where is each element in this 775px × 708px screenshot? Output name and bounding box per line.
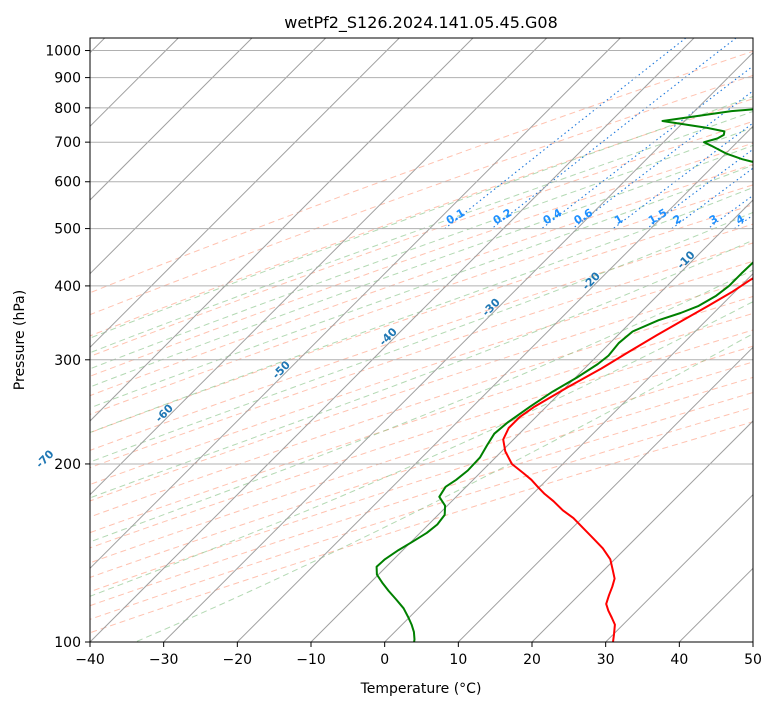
isotherm-line [384,272,753,642]
y-tick-label: 700 [54,135,81,151]
dry-adiabat [90,204,753,434]
inline-labels: 0.10.20.40.611.52346810131620253036-100-… [33,206,775,471]
isotherm-line [90,38,621,570]
mixing-ratio-label: 1 [612,212,625,227]
y-tick-label: 500 [54,222,81,238]
y-tick-label: 600 [54,175,81,191]
mixing-ratio-label: 0.1 [444,206,467,227]
moist-adiabat [90,164,753,409]
isotherm-line [457,346,753,642]
y-tick-label: 800 [54,101,81,117]
x-tick-label: −40 [75,652,105,668]
isotherm-label: -10 [674,248,697,271]
isotherm-line [605,493,753,642]
moist-adiabat [135,333,753,642]
temperature-profile [502,277,753,642]
moist-adiabat [90,95,753,339]
y-tick-label: 100 [54,635,81,651]
moist-adiabat [90,186,753,434]
dry-adiabat [90,98,753,337]
y-tick-label: 1000 [45,44,81,60]
isotherm-line [90,38,400,349]
mixing-ratio-line [491,38,737,230]
y-tick-label: 900 [54,71,81,87]
isotherm-label: -70 [33,447,56,470]
dry-adiabat [90,223,753,451]
x-tick-label: 0 [380,652,389,668]
mixing-ratio-line [646,148,753,230]
isotherm-line [531,420,753,642]
axes: −40 −30 −20 −10 0 10 20 30 40 50 1000 900 800 700 600 5… [45,44,762,668]
moist-adiabat [90,211,753,463]
isotherm-line [752,641,753,642]
sounding-profiles [375,108,753,642]
x-tick-label: 40 [670,652,688,668]
dry-adiabat [90,421,753,634]
mixing-ratio-label: 1.5 [646,206,669,227]
x-tick-label: 20 [523,652,541,668]
x-tick-label: 30 [597,652,615,668]
isotherm-line [90,38,327,275]
mixing-ratio-line [572,90,753,230]
dewpoint-profile [375,108,753,642]
background-lines [90,38,753,642]
plot-frame [89,37,754,643]
mixing-ratio-label: 0.6 [572,206,596,227]
isotherm-line [236,125,753,642]
isotherm-label: -30 [480,296,503,319]
y-axis-label: Pressure (hPa) [12,290,28,390]
x-axis-label: Temperature (°C) [360,681,482,697]
x-tick-label: −30 [149,652,179,668]
mixing-ratio-label: 4 [734,212,747,227]
mixing-ratio-label: 2 [671,212,684,227]
moist-adiabat [90,110,753,354]
dry-adiabat [90,361,753,578]
isotherm-label: -60 [153,401,176,424]
y-tick-label: 300 [54,353,81,369]
dry-adiabat [90,163,753,397]
x-tick-label: 50 [744,652,762,668]
x-tick-label: −20 [223,652,253,668]
mixing-ratio-line [734,214,753,230]
isotherm-label: -40 [377,325,400,348]
mixing-ratio-label: 6 [772,212,775,227]
chart-title: wetPf2_S126.2024.141.05.45.G08 [284,13,558,33]
isotherm-line [90,38,253,201]
moist-adiabat [90,144,753,388]
dry-adiabat [90,120,753,357]
dry-adiabat [90,376,753,593]
dry-adiabat [90,142,753,377]
mixing-ratio-label: 0.4 [541,206,565,227]
mixing-ratio-label: 3 [707,212,720,227]
dry-adiabat [90,329,753,549]
x-tick-label: −10 [296,652,326,668]
moist-adiabat [90,127,753,370]
isotherm-line [90,38,695,642]
mixing-ratio-line [671,167,753,230]
dry-adiabat [90,345,753,564]
isotherm-line [90,38,474,422]
isotherm-line [678,567,753,642]
isotherm-line [90,38,548,496]
y-tick-label: 200 [54,457,81,473]
mixing-ratio-line [444,38,687,230]
mixing-ratio-line [707,194,753,230]
isotherm-line [163,51,753,642]
dry-adiabat [90,184,753,415]
mixing-ratio-line [612,122,753,230]
x-tick-label: 10 [449,652,467,668]
y-tick-label: 400 [54,279,81,295]
